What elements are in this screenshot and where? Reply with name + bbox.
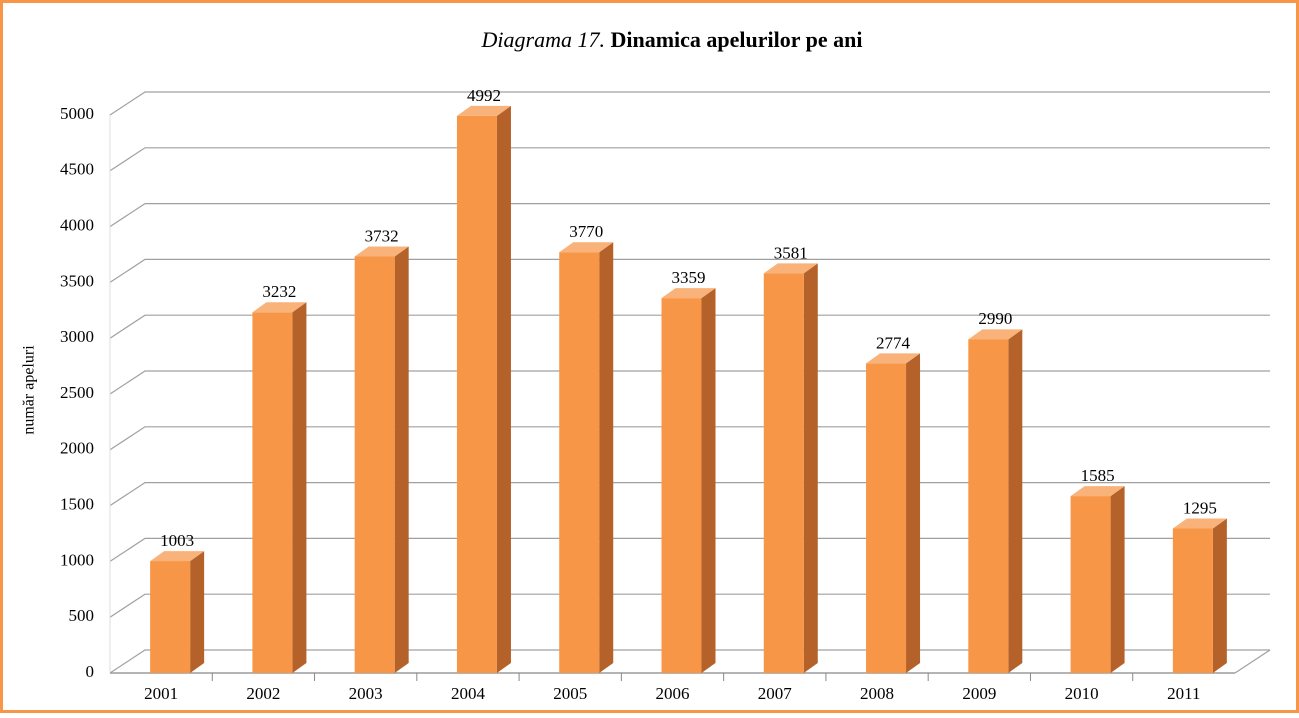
bar-top — [1070, 486, 1125, 497]
bar-front — [968, 339, 1009, 673]
x-tick-label: 2011 — [1167, 684, 1200, 703]
data-label: 3359 — [672, 268, 706, 287]
bar-top — [252, 302, 307, 313]
x-tick-label: 2007 — [758, 684, 793, 703]
y-tick-label: 5000 — [60, 104, 94, 123]
bar — [763, 263, 818, 673]
bar-top — [150, 551, 205, 562]
bar-side — [599, 242, 614, 673]
bar-side — [906, 353, 921, 673]
y-tick-label: 4500 — [60, 160, 94, 179]
data-label: 1585 — [1081, 466, 1115, 485]
bar — [559, 242, 614, 673]
bar-side — [1008, 329, 1023, 673]
y-tick-label: 1500 — [60, 495, 94, 514]
bar — [456, 105, 511, 673]
bar — [252, 302, 307, 673]
bar — [968, 329, 1023, 673]
bar-top — [1172, 518, 1227, 529]
x-tick-label: 2008 — [860, 684, 894, 703]
y-tick-label: 500 — [69, 606, 95, 625]
bar-top — [968, 329, 1023, 340]
grid-line — [109, 258, 1270, 283]
bar-side — [803, 263, 818, 673]
bar-front — [559, 252, 600, 673]
bar-front — [354, 256, 395, 673]
y-tick-label: 4000 — [60, 216, 94, 235]
bar-top — [866, 353, 921, 364]
bar-front — [1172, 528, 1213, 673]
bar — [354, 246, 409, 674]
data-label: 1003 — [160, 531, 194, 550]
grid-line — [109, 203, 1270, 228]
data-label: 3232 — [262, 282, 296, 301]
bar-front — [866, 363, 907, 673]
x-tick-label: 2004 — [451, 684, 486, 703]
title-text: Dinamica apelurilor pe ani — [610, 27, 862, 52]
x-tick-label: 2010 — [1065, 684, 1099, 703]
bar-side — [292, 302, 307, 673]
data-label: 3581 — [774, 243, 808, 262]
bar-front — [1070, 496, 1111, 673]
grid-line — [109, 91, 1270, 116]
title-number: Diagrama 17. — [481, 27, 605, 52]
floor-edge — [1234, 649, 1271, 674]
data-label: 4992 — [467, 86, 501, 105]
bar-top — [661, 288, 716, 299]
bar-top — [763, 263, 818, 274]
bar-side — [1110, 486, 1125, 673]
data-label: 2990 — [978, 309, 1012, 328]
x-tick-label: 2009 — [962, 684, 996, 703]
bar-side — [394, 246, 409, 674]
x-tick-label: 2001 — [144, 684, 178, 703]
y-tick-label: 3000 — [60, 327, 94, 346]
bar — [866, 353, 921, 673]
grid-line — [109, 314, 1270, 339]
data-label: 3770 — [569, 222, 603, 241]
x-tick-label: 2002 — [246, 684, 280, 703]
bar-front — [763, 273, 804, 673]
bar-top — [354, 246, 409, 257]
x-tick-label: 2005 — [553, 684, 587, 703]
bar-top — [456, 105, 511, 116]
bar-front — [150, 561, 191, 673]
x-tick-label: 2006 — [656, 684, 690, 703]
bar — [150, 551, 205, 673]
bar-front — [456, 115, 497, 673]
bar-front — [661, 298, 702, 673]
data-label: 1295 — [1183, 498, 1217, 517]
grid-line — [109, 147, 1270, 172]
bar-side — [496, 105, 511, 673]
bar — [1070, 486, 1125, 673]
bar-top — [559, 242, 614, 253]
bar-side — [701, 288, 716, 673]
y-tick-label: 2500 — [60, 383, 94, 402]
bar — [661, 288, 716, 673]
data-label: 2774 — [876, 333, 911, 352]
bar-side — [190, 551, 205, 673]
x-tick-label: 2003 — [349, 684, 383, 703]
y-tick-label: 3500 — [60, 271, 94, 290]
y-tick-label: 0 — [86, 662, 95, 681]
bar-front — [252, 312, 293, 673]
y-tick-label: 2000 — [60, 439, 94, 458]
y-tick-label: 1000 — [60, 550, 94, 569]
data-label: 3732 — [365, 226, 399, 245]
bar — [1172, 518, 1227, 673]
bar-side — [1212, 518, 1227, 673]
chart-title: Diagrama 17. Dinamica apelurilor pe ani — [481, 27, 863, 52]
y-axis-label: număr apeluri — [21, 345, 38, 435]
